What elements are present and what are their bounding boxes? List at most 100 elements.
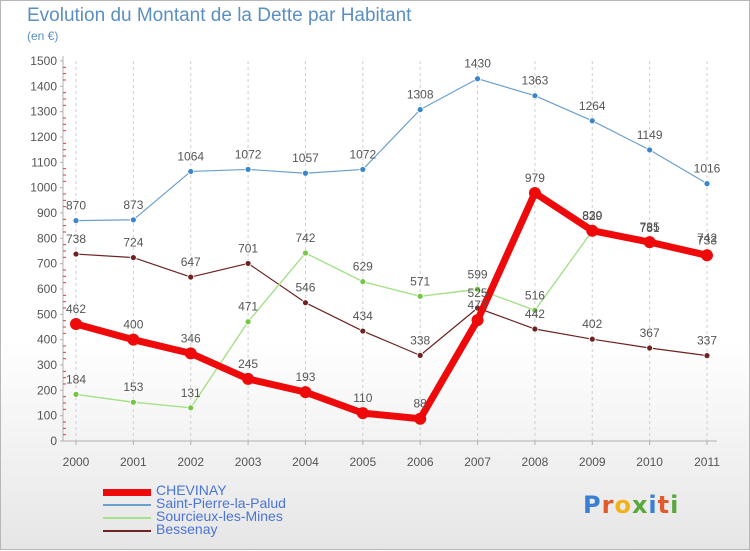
data-point: [187, 404, 195, 412]
grid-lines: [75, 61, 708, 441]
y-tick-label: 800: [37, 231, 57, 245]
data-point: [184, 347, 197, 360]
data-point: [129, 216, 137, 224]
legend-label: Saint-Pierre-la-Palud: [156, 495, 286, 511]
data-label: 1016: [694, 162, 721, 176]
data-label: 1149: [637, 128, 663, 142]
x-tick-label: 2000: [63, 455, 90, 469]
data-label: 546: [295, 281, 315, 295]
x-tick-label: 2006: [407, 455, 434, 469]
data-point: [359, 166, 367, 173]
data-point: [416, 351, 424, 359]
data-point: [302, 249, 309, 257]
data-point: [646, 146, 654, 154]
data-point: [528, 186, 541, 199]
data-label: 402: [582, 317, 602, 331]
data-point: [356, 407, 369, 420]
data-label: 1430: [464, 57, 491, 71]
y-tick-label: 200: [37, 383, 57, 397]
data-point: [242, 372, 255, 385]
data-point: [416, 292, 424, 300]
data-label: 442: [525, 307, 545, 321]
data-label: 701: [238, 241, 258, 255]
y-tick-label: 100: [37, 409, 57, 423]
data-label: 88: [414, 397, 428, 411]
data-label: 110: [353, 391, 372, 405]
series-lines: [70, 75, 713, 425]
data-label: 647: [181, 255, 201, 269]
y-tick-label: 0: [50, 434, 57, 448]
data-label: 724: [123, 236, 143, 250]
data-label: 571: [410, 274, 430, 288]
y-tick-label: 1100: [31, 155, 57, 169]
x-tick-label: 2004: [292, 455, 319, 469]
data-point: [586, 224, 599, 237]
data-label: 338: [410, 333, 430, 347]
data-label: 400: [123, 318, 143, 332]
data-point: [703, 180, 711, 188]
y-tick-label: 700: [37, 257, 57, 271]
data-point: [129, 398, 137, 406]
y-tick-label: 1000: [30, 181, 57, 195]
data-label: 1064: [177, 149, 204, 163]
data-label: 516: [525, 288, 545, 302]
data-label: 1264: [579, 99, 606, 113]
legend-swatch: [103, 517, 151, 519]
data-label: 870: [66, 199, 86, 213]
x-tick-label: 2011: [694, 455, 720, 469]
data-point: [359, 327, 367, 335]
x-tick-label: 2001: [120, 455, 147, 469]
data-point: [72, 217, 80, 225]
data-point: [643, 236, 656, 249]
data-point: [531, 306, 539, 314]
y-tick-label: 1300: [30, 105, 57, 119]
data-label: 367: [640, 326, 660, 340]
data-label: 738: [66, 232, 86, 246]
data-label: 477: [468, 298, 488, 312]
data-point: [302, 169, 309, 177]
data-point: [187, 168, 195, 175]
data-point: [299, 386, 312, 399]
data-point: [244, 260, 252, 267]
data-point: [302, 299, 309, 307]
x-tick-label: 2008: [522, 455, 549, 469]
data-point: [127, 333, 140, 346]
data-label: 1308: [407, 88, 434, 102]
data-point: [474, 75, 481, 83]
data-label: 525: [468, 286, 488, 300]
x-tick-label: 2005: [349, 455, 376, 469]
data-label: 599: [468, 267, 488, 281]
data-point: [416, 106, 424, 114]
data-label: 830: [582, 209, 602, 223]
data-label: 1072: [349, 147, 376, 161]
data-label: 1057: [292, 151, 319, 165]
data-label: 742: [697, 231, 717, 245]
legend-label: Sourcieux-les-Mines: [156, 508, 283, 524]
data-point: [70, 317, 82, 330]
data-point: [187, 273, 195, 281]
y-tick-label: 600: [37, 282, 57, 296]
y-tick-label: 1500: [30, 54, 57, 68]
y-tick-label: 1400: [30, 79, 57, 93]
data-label: 1363: [522, 74, 549, 88]
data-labels: 870 873 1064 1072 1057 1072 1308 1430 1363 1264 11…: [66, 57, 721, 411]
proxiti-logo: Proxiti: [583, 491, 680, 519]
legend-swatch: [103, 504, 151, 506]
data-label: 346: [181, 331, 201, 345]
data-label: 434: [353, 309, 373, 323]
data-point: [588, 335, 596, 343]
series-line-CHEVINAY: [72, 189, 711, 423]
series-line-Sourcieux-les-Mines: [75, 230, 708, 409]
axes: 0 100 200 300 400 500 600 700 800 900 1000 1100 1200…: [30, 54, 720, 469]
x-tick-label: 2002: [177, 455, 204, 469]
data-point: [359, 278, 367, 286]
y-tick-label: 500: [37, 307, 57, 321]
chart-subtitle: (en €): [27, 29, 59, 43]
data-label: 462: [66, 302, 86, 316]
data-label: 193: [295, 370, 315, 384]
data-label: 781: [640, 221, 660, 235]
data-point: [72, 250, 80, 258]
data-label: 131: [181, 386, 201, 400]
data-label: 742: [295, 231, 315, 245]
